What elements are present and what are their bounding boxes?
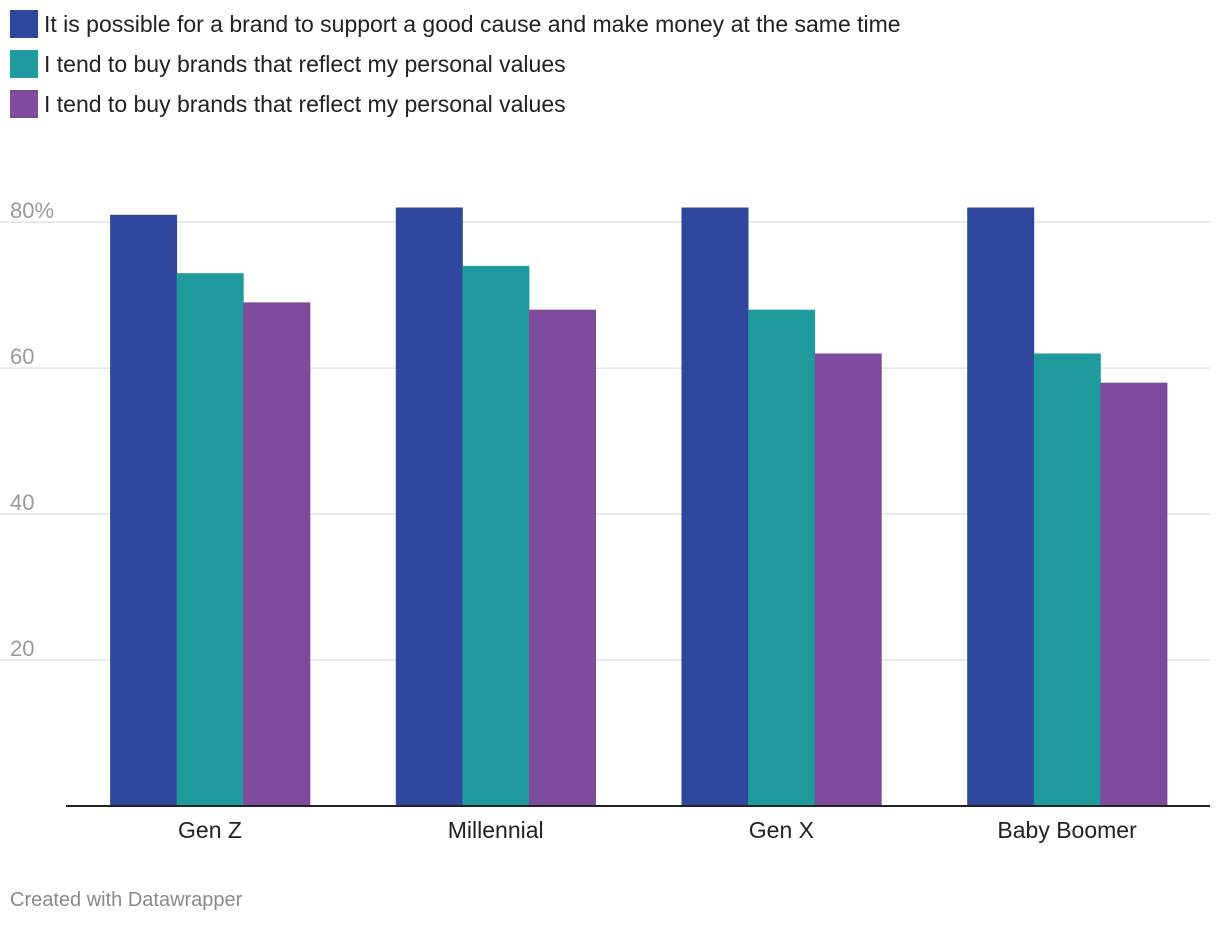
- y-tick-label-80: 80%: [10, 198, 54, 223]
- bar-millennial-series-3: [529, 309, 596, 806]
- legend: It is possible for a brand to support a …: [10, 10, 901, 130]
- bar-millennial-series-1: [395, 207, 463, 806]
- bar-gen-x-series-3: [814, 353, 882, 806]
- bar-gen-x-series-1: [681, 207, 749, 806]
- x-tick-label-gen-z: Gen Z: [178, 817, 242, 843]
- legend-label-series-2: I tend to buy brands that reflect my per…: [44, 50, 566, 77]
- bar-gen-x-series-2: [748, 309, 816, 806]
- credit-text: Created with Datawrapper: [10, 889, 243, 911]
- legend-swatch-series-1: [10, 10, 38, 38]
- y-tick-label-20: 20: [10, 636, 34, 661]
- bar-baby-boomer-series-1: [967, 207, 1035, 806]
- x-tick-label-baby-boomer: Baby Boomer: [997, 817, 1137, 843]
- legend-label-series-3: I tend to buy brands that reflect my per…: [44, 90, 566, 117]
- x-tick-label-gen-x: Gen X: [749, 817, 814, 843]
- bar-gen-z-series-1: [110, 214, 178, 807]
- legend-item-series-2: I tend to buy brands that reflect my per…: [10, 50, 901, 78]
- bar-millennial-series-2: [462, 265, 530, 806]
- bar-gen-z-series-2: [176, 273, 244, 806]
- legend-label-series-1: It is possible for a brand to support a …: [44, 10, 901, 37]
- legend-item-series-3: I tend to buy brands that reflect my per…: [10, 90, 901, 118]
- legend-item-series-1: It is possible for a brand to support a …: [10, 10, 901, 38]
- bars: [110, 207, 1168, 807]
- x-tick-label-millennial: Millennial: [448, 817, 544, 843]
- bar-gen-z-series-3: [243, 302, 311, 806]
- y-tick-label-60: 60: [10, 344, 34, 369]
- legend-swatch-series-2: [10, 50, 38, 78]
- y-tick-label-40: 40: [10, 490, 34, 515]
- bar-baby-boomer-series-2: [1033, 353, 1101, 806]
- bar-baby-boomer-series-3: [1100, 382, 1168, 806]
- legend-swatch-series-3: [10, 90, 38, 118]
- axis-labels: 20 40 60 80% Gen Z Millennial Gen X Baby Boomer: [10, 198, 1137, 843]
